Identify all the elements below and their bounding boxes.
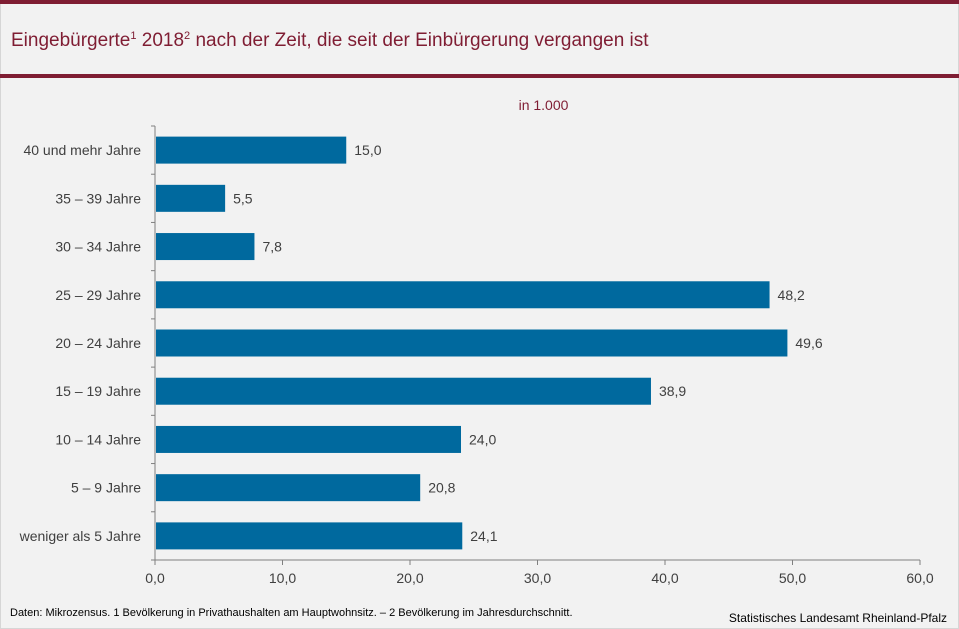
source-note: Daten: Mikrozensus. 1 Bevölkerung in Pri… [10, 607, 573, 619]
bar-value-label: 24,1 [470, 528, 497, 544]
category-label: 20 – 24 Jahre [55, 335, 141, 351]
bar [156, 377, 651, 405]
category-label: 25 – 29 Jahre [55, 287, 141, 303]
bar-value-label: 48,2 [778, 287, 805, 303]
category-label: 35 – 39 Jahre [55, 190, 141, 206]
x-tick-label: 20,0 [396, 570, 423, 586]
bar-value-label: 7,8 [262, 239, 282, 255]
bar [156, 474, 421, 502]
x-tick-label: 60,0 [906, 570, 933, 586]
top-accent-rule [0, 0, 959, 4]
bar-value-label: 20,8 [428, 480, 455, 496]
category-label: 15 – 19 Jahre [55, 383, 141, 399]
bar-value-label: 49,6 [795, 335, 822, 351]
title-divider-rule [0, 74, 959, 78]
bar-value-label: 24,0 [469, 431, 496, 447]
category-label: 5 – 9 Jahre [71, 480, 141, 496]
bar [156, 522, 463, 550]
bar [156, 281, 770, 309]
x-tick-label: 30,0 [524, 570, 551, 586]
bar-value-label: 38,9 [659, 383, 686, 399]
bar [156, 184, 226, 212]
category-label: 30 – 34 Jahre [55, 239, 141, 255]
bar [156, 233, 255, 261]
publisher-credit: Statistisches Landesamt Rheinland-Pfalz [728, 611, 947, 625]
chart-title: Eingebürgerte1 20182 nach der Zeit, die … [11, 30, 649, 51]
bar-value-label: 5,5 [233, 190, 253, 206]
title-panel: Eingebürgerte1 20182 nach der Zeit, die … [0, 4, 959, 74]
category-label: 10 – 14 Jahre [55, 431, 141, 447]
category-label: 40 und mehr Jahre [23, 142, 141, 158]
x-tick-label: 10,0 [269, 570, 296, 586]
bar [156, 136, 347, 164]
x-tick-label: 50,0 [779, 570, 806, 586]
bar-value-label: 15,0 [354, 142, 381, 158]
category-label: weniger als 5 Jahre [19, 528, 142, 544]
x-tick-label: 40,0 [651, 570, 678, 586]
x-tick-label: 0,0 [145, 570, 165, 586]
unit-label: in 1.000 [519, 97, 569, 113]
bar [156, 425, 461, 453]
bar [156, 329, 788, 357]
